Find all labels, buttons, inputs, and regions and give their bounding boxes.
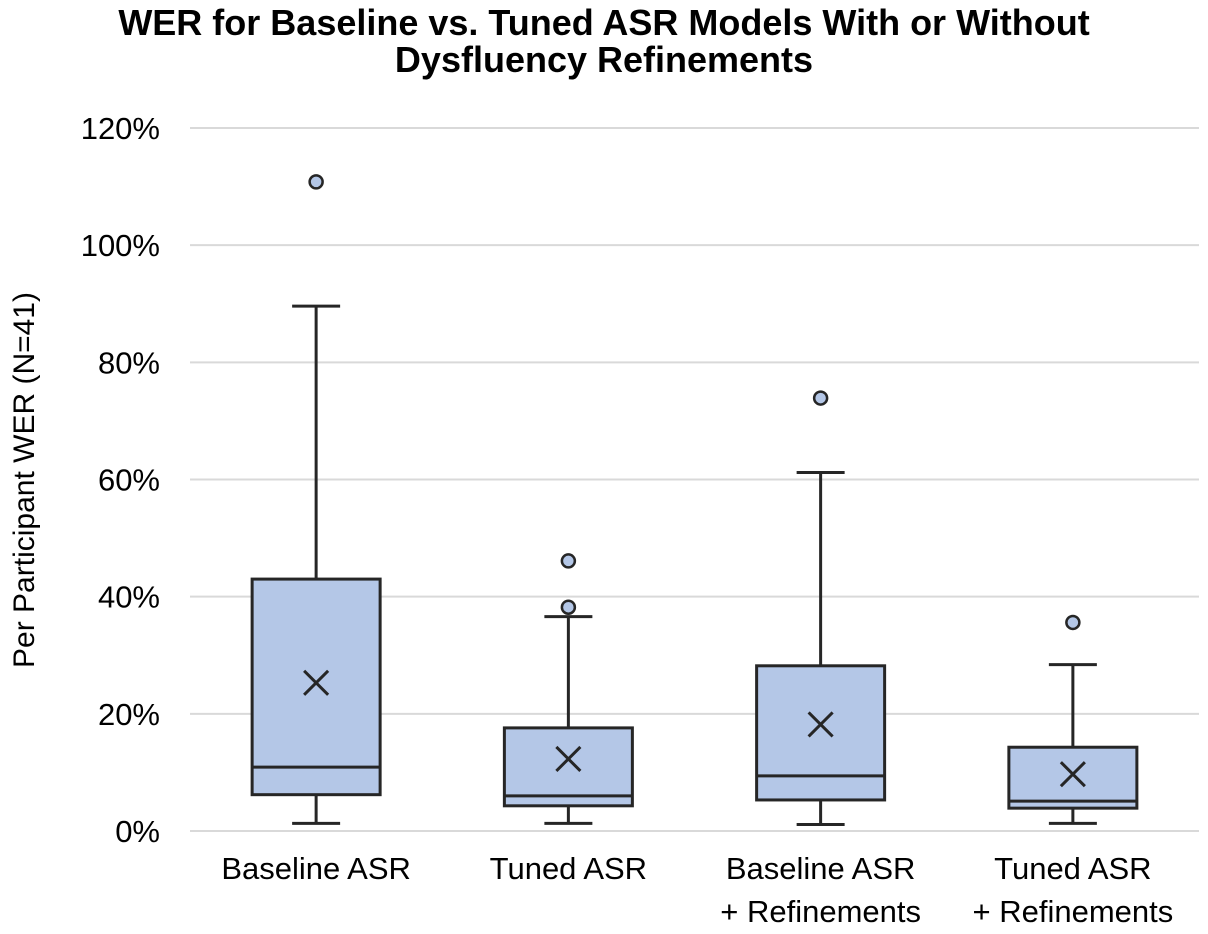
mean-marker — [303, 669, 330, 696]
mean-marker — [1059, 761, 1086, 788]
y-tick-label-100: 100% — [81, 228, 160, 263]
category-label-3-line-1: Baseline ASR — [726, 851, 916, 886]
outlier-point-1 — [812, 390, 829, 406]
outlier-point-1 — [560, 599, 577, 615]
box-group-4 — [1007, 614, 1139, 825]
category-label-2-line-1: Tuned ASR — [490, 851, 647, 886]
outlier-point-2 — [560, 553, 577, 569]
y-tick-label-120: 120% — [81, 111, 160, 146]
box-group-2 — [502, 553, 634, 825]
iqr-box — [250, 577, 382, 797]
y-tick-label-60: 60% — [98, 463, 160, 498]
y-tick-label-0: 0% — [115, 814, 160, 849]
y-tick-label-20: 20% — [98, 697, 160, 732]
outlier-point-1 — [308, 174, 324, 190]
category-label-1-line-1: Baseline ASR — [221, 851, 411, 886]
chart-title: WER for Baseline vs. Tuned ASR Models Wi… — [118, 2, 1089, 80]
y-tick-label-80: 80% — [98, 345, 160, 380]
y-axis-label: Per Participant WER (N=41) — [8, 292, 41, 668]
y-tick-label-40: 40% — [98, 580, 160, 615]
x-axis-categories: Baseline ASR Tuned ASR Baseline ASR + Refin… — [221, 851, 1173, 929]
chart-title-line-2: Dysfluency Refinements — [395, 39, 813, 80]
chart-title-line-1: WER for Baseline vs. Tuned ASR Models Wi… — [118, 2, 1089, 43]
mean-marker — [555, 745, 582, 773]
box-group-1 — [250, 174, 382, 825]
box-series — [250, 174, 1139, 827]
iqr-box — [502, 726, 634, 808]
iqr-box — [755, 664, 887, 802]
y-axis-ticks: 0% 20% 40% 60% 80% 100% 120% — [81, 111, 160, 849]
outlier-point-1 — [1065, 614, 1081, 631]
y-axis-label-group: Per Participant WER (N=41) — [8, 292, 41, 668]
iqr-box — [1007, 745, 1139, 810]
category-label-4-line-2: + Refinements — [973, 894, 1174, 929]
box-group-3 — [755, 390, 887, 827]
category-label-3-line-2: + Refinements — [720, 894, 921, 929]
mean-marker — [807, 711, 834, 738]
category-label-4-line-1: Tuned ASR — [994, 851, 1151, 886]
